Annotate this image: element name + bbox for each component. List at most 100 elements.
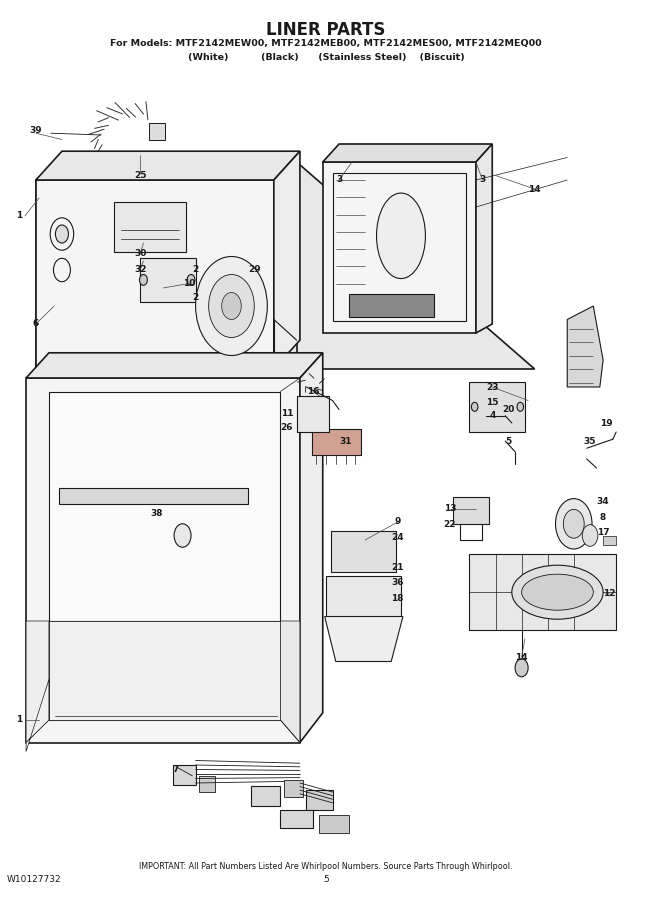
Text: 4: 4 bbox=[489, 411, 496, 420]
Polygon shape bbox=[469, 554, 616, 630]
Circle shape bbox=[515, 659, 528, 677]
Text: 32: 32 bbox=[134, 266, 147, 274]
Bar bbox=[173, 765, 196, 785]
Circle shape bbox=[209, 274, 254, 338]
Circle shape bbox=[582, 525, 598, 546]
Text: 3: 3 bbox=[336, 176, 342, 184]
Polygon shape bbox=[36, 162, 297, 180]
Circle shape bbox=[50, 218, 74, 250]
Text: 29: 29 bbox=[248, 266, 261, 274]
Circle shape bbox=[174, 524, 191, 547]
Bar bbox=[251, 786, 280, 806]
Bar bbox=[319, 814, 349, 832]
Polygon shape bbox=[26, 680, 49, 752]
Text: 5: 5 bbox=[323, 875, 329, 884]
Polygon shape bbox=[323, 162, 476, 333]
Text: 20: 20 bbox=[503, 405, 514, 414]
Ellipse shape bbox=[376, 193, 425, 279]
Text: IMPORTANT: All Part Numbers Listed Are Whirlpool Numbers. Source Parts Through W: IMPORTANT: All Part Numbers Listed Are W… bbox=[140, 862, 512, 871]
Bar bbox=[469, 382, 525, 432]
Text: 36: 36 bbox=[391, 578, 404, 587]
Polygon shape bbox=[274, 151, 300, 369]
Ellipse shape bbox=[512, 565, 603, 619]
Text: 30: 30 bbox=[134, 249, 146, 258]
Text: 3: 3 bbox=[479, 176, 486, 184]
Bar bbox=[114, 202, 186, 252]
Text: 26: 26 bbox=[280, 423, 293, 432]
Text: 22: 22 bbox=[443, 520, 456, 529]
Bar bbox=[280, 810, 313, 828]
Circle shape bbox=[140, 274, 147, 285]
Polygon shape bbox=[36, 180, 274, 369]
Polygon shape bbox=[36, 151, 300, 180]
Bar bbox=[326, 576, 401, 616]
Circle shape bbox=[187, 274, 195, 285]
Text: (White)          (Black)      (Stainless Steel)    (Biscuit): (White) (Black) (Stainless Steel) (Biscu… bbox=[188, 53, 464, 62]
Polygon shape bbox=[26, 621, 49, 742]
Bar bbox=[297, 396, 329, 432]
Text: 34: 34 bbox=[597, 497, 610, 506]
Text: 38: 38 bbox=[150, 508, 163, 518]
Bar bbox=[306, 790, 333, 810]
Text: 8: 8 bbox=[600, 513, 606, 522]
Text: 6: 6 bbox=[33, 320, 39, 328]
Polygon shape bbox=[274, 162, 297, 369]
Text: 15: 15 bbox=[486, 398, 499, 407]
Text: 19: 19 bbox=[600, 418, 613, 427]
Polygon shape bbox=[26, 353, 323, 378]
Text: 24: 24 bbox=[391, 533, 404, 542]
Text: 18: 18 bbox=[391, 594, 404, 603]
Bar bbox=[36, 180, 274, 369]
Bar bbox=[349, 294, 434, 317]
Text: 2: 2 bbox=[192, 292, 199, 302]
Text: 31: 31 bbox=[339, 436, 352, 446]
Circle shape bbox=[222, 292, 241, 320]
Polygon shape bbox=[274, 162, 535, 369]
Text: For Models: MTF2142MEW00, MTF2142MEB00, MTF2142MES00, MTF2142MEQ00: For Models: MTF2142MEW00, MTF2142MEB00, … bbox=[110, 39, 542, 48]
Text: 13: 13 bbox=[443, 504, 456, 513]
Polygon shape bbox=[567, 306, 603, 387]
Text: 14: 14 bbox=[528, 184, 541, 194]
Circle shape bbox=[55, 225, 68, 243]
Bar bbox=[453, 497, 489, 524]
Bar bbox=[59, 488, 248, 504]
Text: 17: 17 bbox=[597, 528, 610, 537]
Text: 1: 1 bbox=[16, 716, 23, 724]
Polygon shape bbox=[325, 616, 403, 662]
Polygon shape bbox=[300, 353, 323, 742]
Text: 25: 25 bbox=[134, 171, 147, 180]
Bar bbox=[331, 531, 396, 572]
Text: 1: 1 bbox=[16, 212, 23, 220]
Bar bbox=[199, 776, 215, 792]
Polygon shape bbox=[476, 144, 492, 333]
Circle shape bbox=[563, 509, 584, 538]
Circle shape bbox=[196, 256, 267, 356]
Circle shape bbox=[53, 258, 70, 282]
Text: 2: 2 bbox=[192, 266, 199, 274]
Text: 7: 7 bbox=[173, 765, 179, 774]
Bar bbox=[312, 429, 361, 454]
Polygon shape bbox=[49, 392, 280, 720]
Text: 14: 14 bbox=[515, 652, 528, 662]
Polygon shape bbox=[49, 621, 280, 720]
Ellipse shape bbox=[522, 574, 593, 610]
Circle shape bbox=[471, 402, 478, 411]
Polygon shape bbox=[26, 378, 300, 742]
Text: 12: 12 bbox=[603, 590, 616, 598]
Bar bbox=[603, 536, 616, 544]
Text: LINER PARTS: LINER PARTS bbox=[266, 21, 386, 39]
Text: 5: 5 bbox=[505, 436, 512, 446]
Text: 35: 35 bbox=[584, 436, 597, 446]
Circle shape bbox=[517, 402, 524, 411]
Text: 21: 21 bbox=[391, 562, 404, 572]
Text: 11: 11 bbox=[280, 410, 293, 418]
Circle shape bbox=[556, 499, 592, 549]
Bar bbox=[284, 780, 303, 796]
Bar bbox=[149, 123, 165, 140]
Text: W10127732: W10127732 bbox=[7, 875, 61, 884]
Text: 39: 39 bbox=[29, 126, 42, 135]
Polygon shape bbox=[280, 621, 300, 742]
Polygon shape bbox=[323, 144, 492, 162]
Text: 16: 16 bbox=[306, 387, 319, 396]
Bar bbox=[140, 258, 196, 302]
